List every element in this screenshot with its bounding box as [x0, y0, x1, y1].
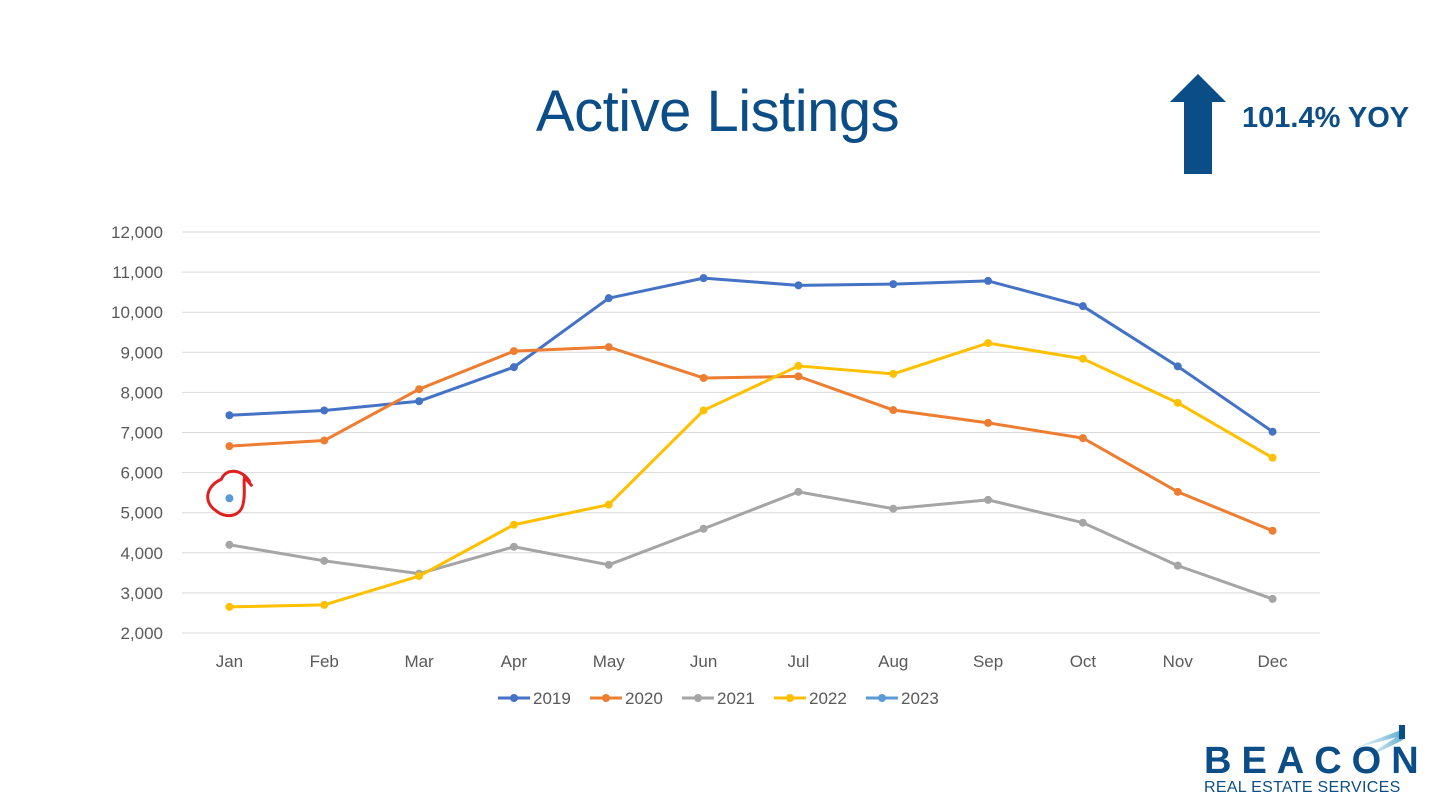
- y-tick-label: 3,000: [120, 584, 163, 603]
- legend-marker-2022: [786, 694, 794, 702]
- data-point-2022: [320, 600, 329, 609]
- legend-label: 2020: [625, 689, 663, 708]
- data-point-2022: [1173, 398, 1182, 407]
- y-tick-label: 12,000: [111, 223, 163, 242]
- series-line-2019: [227, 276, 1275, 434]
- data-point-2019: [1268, 427, 1277, 436]
- x-tick-label: Jan: [216, 652, 243, 671]
- data-point-2019: [1078, 302, 1087, 311]
- data-point-2020: [699, 373, 708, 382]
- data-point-2021: [794, 487, 803, 496]
- x-tick-label: Dec: [1257, 652, 1288, 671]
- data-point-2020: [415, 385, 424, 394]
- logo-wordmark: BEACON: [1204, 740, 1429, 782]
- y-tick-label: 5,000: [120, 504, 163, 523]
- data-point-2021: [699, 524, 708, 533]
- data-point-2021: [984, 495, 993, 504]
- data-point-2022: [415, 572, 424, 581]
- y-tick-label: 10,000: [111, 303, 163, 322]
- y-tick-label: 4,000: [120, 544, 163, 563]
- data-point-2020: [984, 418, 993, 427]
- y-tick-label: 8,000: [120, 383, 163, 402]
- legend-label: 2019: [533, 689, 571, 708]
- legend-label: 2023: [901, 689, 939, 708]
- legend-marker-2019: [510, 694, 518, 702]
- data-point-2022: [889, 369, 898, 378]
- data-point-2020: [225, 442, 234, 451]
- data-point-2022: [1078, 354, 1087, 363]
- red-circle-annotation: [206, 469, 253, 518]
- legend-marker-2023: [878, 694, 886, 702]
- data-point-2022: [984, 339, 993, 348]
- y-tick-label: 6,000: [120, 464, 163, 483]
- data-point-2020: [320, 436, 329, 445]
- data-point-2019: [320, 406, 329, 415]
- data-point-2021: [1268, 594, 1277, 603]
- data-point-2019: [1173, 362, 1182, 371]
- data-point-2019: [699, 274, 708, 283]
- x-tick-label: Jun: [690, 652, 717, 671]
- data-point-2020: [794, 372, 803, 381]
- x-tick-label: Jul: [788, 652, 810, 671]
- y-tick-label: 11,000: [112, 263, 163, 282]
- data-point-2021: [889, 504, 898, 513]
- logo-subtitle: REAL ESTATE SERVICES: [1204, 779, 1401, 796]
- slide-title: Active Listings: [535, 79, 900, 144]
- data-point-2022: [225, 602, 234, 611]
- data-point-2021: [225, 540, 234, 549]
- legend-marker-2020: [602, 694, 610, 702]
- x-tick-label: Sep: [973, 652, 1003, 671]
- yoy-change-text: 101.4% YOY: [1242, 102, 1410, 134]
- data-point-2020: [889, 406, 898, 415]
- y-tick-label: 7,000: [120, 424, 163, 443]
- data-point-2020: [509, 347, 518, 356]
- data-point-2019: [509, 363, 518, 372]
- y-tick-label: 9,000: [120, 343, 163, 362]
- data-point-2019: [225, 411, 234, 420]
- data-point-2021: [604, 560, 613, 569]
- data-point-2021: [320, 556, 329, 565]
- x-tick-label: May: [593, 652, 626, 671]
- data-point-2021: [1078, 518, 1087, 527]
- data-point-2022: [604, 500, 613, 509]
- data-point-2020: [1078, 434, 1087, 443]
- data-point-2019: [415, 397, 424, 406]
- series-line-2022: [227, 341, 1275, 609]
- data-point-2019: [984, 276, 993, 285]
- data-point-2021: [509, 542, 518, 551]
- data-point-2022: [509, 520, 518, 529]
- x-tick-label: Mar: [404, 652, 434, 671]
- series-line-2021: [227, 490, 1275, 601]
- data-point-2022: [794, 361, 803, 370]
- legend-label: 2021: [717, 689, 755, 708]
- data-point-2022: [699, 406, 708, 415]
- lighthouse-beam-icon: [1348, 725, 1405, 762]
- data-point-2022: [1268, 453, 1277, 462]
- y-tick-label: 2,000: [120, 624, 163, 643]
- x-tick-label: Apr: [501, 652, 528, 671]
- data-point-2020: [1173, 487, 1182, 496]
- data-point-2020: [604, 343, 613, 352]
- data-point-2019: [889, 280, 898, 289]
- x-tick-label: Oct: [1070, 652, 1097, 671]
- x-tick-label: Aug: [878, 652, 908, 671]
- x-tick-label: Feb: [310, 652, 339, 671]
- data-point-2020: [1268, 526, 1277, 535]
- data-point-2023: [225, 494, 234, 503]
- data-point-2019: [604, 294, 613, 303]
- data-point-2019: [794, 281, 803, 290]
- legend-marker-2021: [694, 694, 702, 702]
- legend-label: 2022: [809, 689, 847, 708]
- x-tick-label: Nov: [1163, 652, 1194, 671]
- data-point-2021: [1173, 561, 1182, 570]
- up-arrow-icon: [1170, 74, 1226, 174]
- series-line-2020: [227, 345, 1275, 533]
